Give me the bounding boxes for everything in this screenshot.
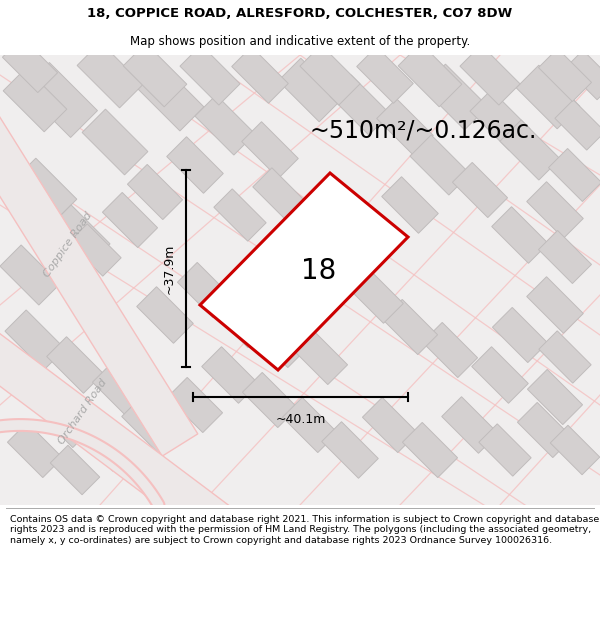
Polygon shape [77, 42, 143, 108]
Polygon shape [398, 43, 462, 107]
Polygon shape [69, 224, 121, 276]
Polygon shape [180, 45, 240, 105]
Text: Coppice Road: Coppice Road [42, 211, 94, 279]
Polygon shape [13, 158, 77, 222]
Text: ~510m²/~0.126ac.: ~510m²/~0.126ac. [310, 118, 538, 142]
Polygon shape [178, 262, 233, 318]
Polygon shape [0, 245, 60, 305]
Polygon shape [82, 109, 148, 175]
Text: 18, COPPICE ROAD, ALRESFORD, COLCHESTER, CO7 8DW: 18, COPPICE ROAD, ALRESFORD, COLCHESTER,… [88, 8, 512, 20]
Polygon shape [492, 207, 548, 263]
Polygon shape [214, 189, 266, 241]
Polygon shape [2, 38, 58, 92]
Polygon shape [0, 114, 198, 456]
Polygon shape [47, 337, 103, 393]
Polygon shape [422, 322, 478, 378]
Polygon shape [122, 397, 178, 453]
Polygon shape [283, 398, 338, 452]
Polygon shape [479, 424, 531, 476]
Polygon shape [37, 392, 92, 448]
Polygon shape [538, 231, 592, 284]
Polygon shape [212, 292, 268, 348]
Polygon shape [253, 168, 307, 222]
Polygon shape [322, 422, 378, 478]
Polygon shape [382, 299, 437, 354]
Polygon shape [242, 122, 298, 178]
Polygon shape [50, 205, 110, 265]
Polygon shape [167, 137, 223, 193]
Polygon shape [460, 45, 520, 105]
Polygon shape [377, 99, 433, 155]
Polygon shape [278, 58, 342, 122]
Polygon shape [137, 287, 193, 343]
Polygon shape [50, 445, 100, 495]
Polygon shape [516, 65, 580, 129]
Polygon shape [103, 192, 158, 248]
Polygon shape [253, 312, 308, 368]
Polygon shape [2, 357, 58, 413]
Text: Contains OS data © Crown copyright and database right 2021. This information is : Contains OS data © Crown copyright and d… [10, 515, 599, 545]
Polygon shape [493, 308, 548, 362]
Polygon shape [92, 362, 148, 418]
Polygon shape [527, 182, 583, 238]
Polygon shape [539, 331, 591, 383]
Polygon shape [23, 62, 97, 138]
Polygon shape [79, 419, 131, 471]
Polygon shape [7, 422, 62, 478]
Polygon shape [357, 47, 413, 103]
Polygon shape [300, 45, 360, 105]
Polygon shape [517, 402, 572, 458]
Polygon shape [322, 199, 377, 254]
Polygon shape [232, 47, 288, 103]
Polygon shape [555, 100, 600, 150]
Polygon shape [167, 378, 223, 432]
Polygon shape [362, 398, 418, 452]
Polygon shape [0, 328, 233, 542]
Polygon shape [410, 135, 470, 195]
Polygon shape [195, 95, 255, 155]
Polygon shape [382, 177, 438, 233]
Polygon shape [527, 277, 583, 333]
Polygon shape [127, 164, 182, 219]
Text: ~37.9m: ~37.9m [163, 243, 176, 294]
Polygon shape [565, 50, 600, 100]
Polygon shape [442, 397, 498, 453]
Text: Map shows position and indicative extent of the property.: Map shows position and indicative extent… [130, 35, 470, 48]
Text: ~40.1m: ~40.1m [275, 413, 326, 426]
Polygon shape [136, 63, 204, 131]
Polygon shape [470, 90, 530, 150]
Polygon shape [548, 149, 600, 201]
Polygon shape [527, 369, 583, 424]
Polygon shape [500, 120, 560, 180]
Polygon shape [292, 329, 347, 384]
Polygon shape [200, 173, 408, 370]
Polygon shape [5, 310, 65, 370]
Polygon shape [202, 347, 258, 403]
Polygon shape [347, 267, 403, 323]
Polygon shape [403, 422, 458, 478]
Text: Orchard Road: Orchard Road [57, 378, 109, 446]
Polygon shape [330, 75, 390, 135]
Polygon shape [242, 372, 298, 428]
Polygon shape [3, 68, 67, 132]
Polygon shape [452, 162, 508, 217]
Polygon shape [422, 64, 488, 130]
Polygon shape [472, 347, 528, 403]
Polygon shape [550, 425, 600, 475]
Polygon shape [538, 49, 592, 101]
Text: 18: 18 [301, 258, 337, 285]
Polygon shape [123, 43, 187, 107]
